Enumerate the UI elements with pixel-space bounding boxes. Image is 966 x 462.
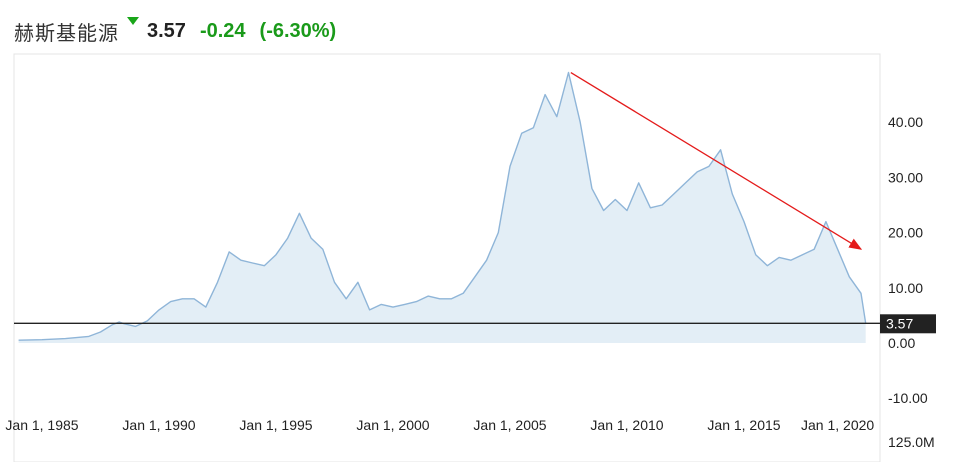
x-tick-label: Jan 1, 2015 <box>707 417 780 433</box>
last-price: 3.57 <box>147 19 186 42</box>
y-tick-label: -10.00 <box>888 390 928 406</box>
y-tick-label: 30.00 <box>888 169 923 185</box>
price-change: -0.24 <box>199 19 246 42</box>
y-tick-label: 40.00 <box>888 114 923 130</box>
x-tick-label: Jan 1, 1995 <box>239 417 312 433</box>
price-area <box>18 72 866 343</box>
price-line <box>18 71 867 341</box>
x-tick-label: Jan 1, 2000 <box>356 417 429 433</box>
current-price-label: 3.57 <box>886 315 913 331</box>
x-tick-label: Jan 1, 1985 <box>5 417 78 433</box>
y-tick-label: 20.00 <box>888 225 923 241</box>
chart-border <box>13 53 881 462</box>
volume-axis-label: 125.0M <box>888 434 935 450</box>
area-layer <box>18 71 867 343</box>
x-tick-label: Jan 1, 2020 <box>801 417 874 433</box>
price-change-percent: (-6.30%) <box>259 19 337 42</box>
x-tick-label: Jan 1, 1990 <box>122 417 195 433</box>
volume-axis: 125.0M <box>888 434 935 450</box>
y-tick-label: 10.00 <box>888 280 923 296</box>
x-tick-label: Jan 1, 2010 <box>590 417 663 433</box>
down-triangle-icon <box>127 17 139 25</box>
stock-name: 赫斯基能源 <box>14 20 119 45</box>
overlay-layer: 3.57 <box>14 71 936 334</box>
quote-header: 赫斯基能源 3.57 -0.24 (-6.30%) <box>14 14 336 48</box>
x-tick-label: Jan 1, 2005 <box>473 417 546 433</box>
x-axis: Jan 1, 1985 Jan 1, 1990 Jan 1, 1995 Jan 1, … <box>5 417 874 433</box>
current-price-label-bg <box>880 314 936 334</box>
y-axis: 40.00 30.00 20.00 10.00 0.00 -10.00 <box>888 114 928 406</box>
trend-arrow <box>570 71 863 250</box>
y-tick-label: 0.00 <box>888 335 915 351</box>
